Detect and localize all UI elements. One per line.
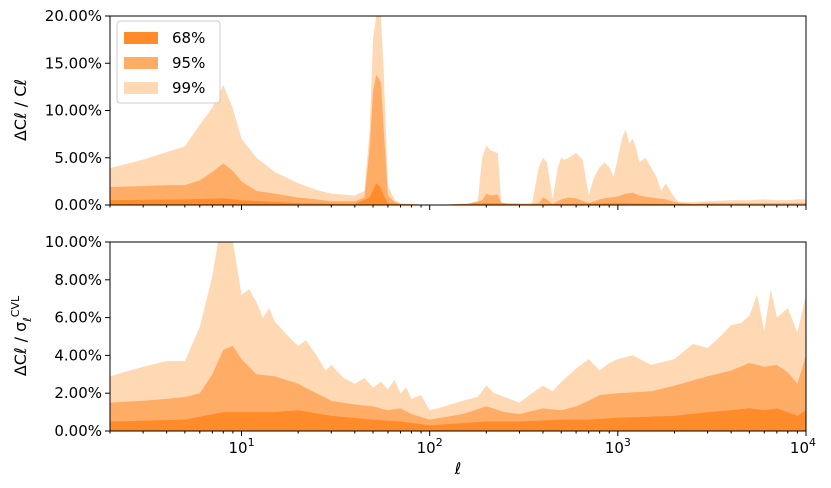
bottom-y-axis-label: ΔCℓ / σℓCVL [9,295,34,376]
area-series-68-pct [110,408,806,431]
bottom-y-ticks: 0.00% 2.00% 4.00% 6.00% 8.00% 10.00% [45,233,110,440]
y-tick-label: 10.00% [45,102,102,120]
y-tick-label: 5.00% [54,149,102,167]
x-tick-label: 104 [790,436,816,457]
top-areas [110,16,806,205]
top-y-axis-label: ΔCℓ / Cℓ [11,79,30,141]
legend-swatch-68 [124,32,158,44]
area-series-99-pct [110,16,806,205]
legend-swatch-99 [124,82,158,94]
legend-label-68: 68% [172,29,205,47]
x-tick-label: 103 [605,436,631,457]
area-series-95-pct [110,74,806,205]
x-axis-label: ℓ [454,459,462,478]
y-tick-label: 10.00% [45,233,102,251]
top-x-ticks [109,205,807,210]
legend-label-95: 95% [172,54,205,72]
bottom-areas [110,242,806,431]
y-tick-label: 20.00% [45,7,102,25]
y-tick-label: 6.00% [54,309,102,327]
y-tick-label: 15.00% [45,54,102,72]
y-tick-label: 4.00% [54,346,102,364]
legend-swatch-95 [124,57,158,69]
y-tick-label: 2.00% [54,384,102,402]
legend: 68% 95% 99% [116,20,221,104]
y-tick-label: 8.00% [54,271,102,289]
bottom-axes-frame [109,241,807,432]
top-y-ticks: 0.00% 5.00% 10.00% 15.00% 20.00% [45,7,110,214]
x-tick-label: 102 [417,436,443,457]
area-series-95-pct [110,345,806,431]
area-series-68-pct [110,183,806,205]
bottom-x-ticks: 101 102 103 104 [109,431,816,457]
top-panel: 0.00% 5.00% 10.00% 15.00% 20.00% ΔCℓ / Cℓ [11,7,807,214]
legend-label-99: 99% [172,79,205,97]
x-tick-label: 101 [228,436,254,457]
y-tick-label: 0.00% [54,196,102,214]
bottom-panel: 0.00%2.00%4.00%6.00%8.00%10.00% 101 102 10… [9,233,816,478]
y-tick-label: 0.00% [54,422,102,440]
